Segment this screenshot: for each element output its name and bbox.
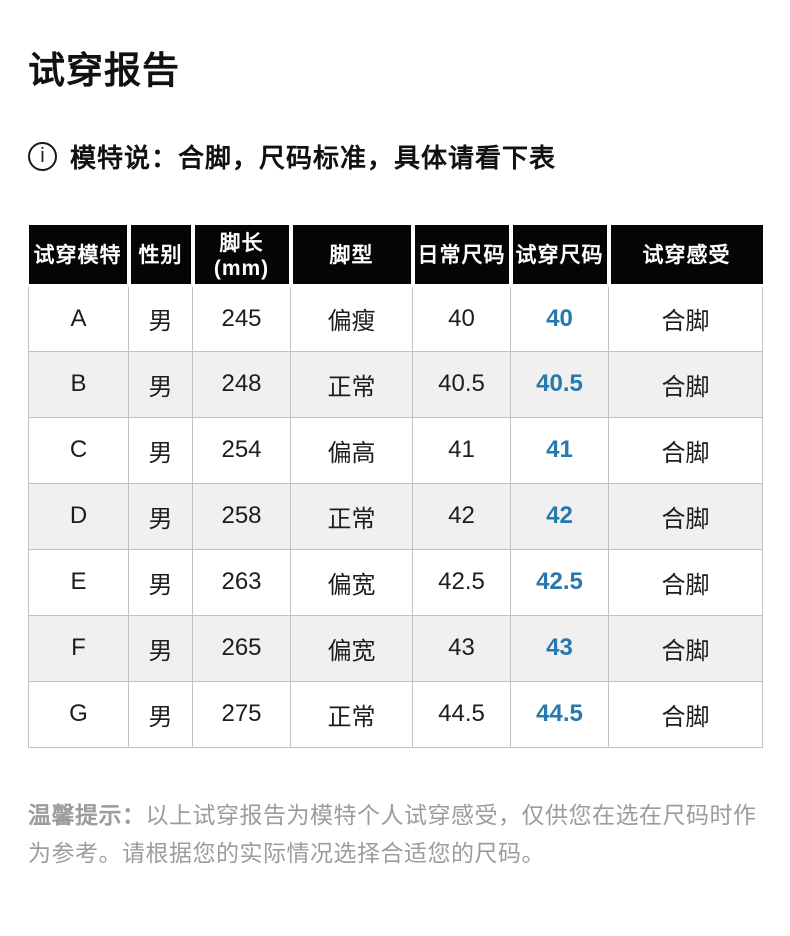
cell-model: G bbox=[28, 680, 129, 748]
cell-feel: 合脚 bbox=[608, 680, 763, 748]
cell-feel: 合脚 bbox=[608, 350, 763, 418]
table-row: F 男 265 偏宽 43 43 合脚 bbox=[28, 614, 763, 682]
column-header-foot-type: 脚型 bbox=[288, 225, 413, 287]
table-row: B 男 248 正常 40.5 40.5 合脚 bbox=[28, 350, 763, 418]
cell-model: E bbox=[28, 548, 129, 616]
cell-tried-size: 42 bbox=[510, 482, 609, 550]
table-row: D 男 258 正常 42 42 合脚 bbox=[28, 482, 763, 550]
cell-feel: 合脚 bbox=[608, 482, 763, 550]
cell-gender: 男 bbox=[128, 548, 193, 616]
cell-foot-length: 265 bbox=[192, 614, 291, 682]
cell-foot-type: 偏瘦 bbox=[290, 284, 413, 352]
cell-foot-type: 偏宽 bbox=[290, 548, 413, 616]
table-row: C 男 254 偏高 41 41 合脚 bbox=[28, 416, 763, 484]
cell-tried-size: 43 bbox=[510, 614, 609, 682]
cell-foot-length: 263 bbox=[192, 548, 291, 616]
column-header-daily-size: 日常尺码 bbox=[410, 225, 511, 287]
table-header-row: 试穿模特 性别 脚长(mm) 脚型 日常尺码 试穿尺码 试穿感受 bbox=[28, 225, 763, 287]
column-header-tried-size: 试穿尺码 bbox=[508, 225, 609, 287]
fitting-report-table: 试穿模特 性别 脚长(mm) 脚型 日常尺码 试穿尺码 试穿感受 A 男 245… bbox=[28, 225, 763, 748]
cell-feel: 合脚 bbox=[608, 416, 763, 484]
column-header-foot-length: 脚长(mm) bbox=[190, 225, 291, 287]
cell-daily-size: 40 bbox=[412, 284, 511, 352]
cell-foot-length: 248 bbox=[192, 350, 291, 418]
cell-model: F bbox=[28, 614, 129, 682]
cell-foot-type: 偏宽 bbox=[290, 614, 413, 682]
cell-daily-size: 41 bbox=[412, 416, 511, 484]
cell-daily-size: 40.5 bbox=[412, 350, 511, 418]
cell-daily-size: 43 bbox=[412, 614, 511, 682]
cell-model: C bbox=[28, 416, 129, 484]
cell-gender: 男 bbox=[128, 350, 193, 418]
column-header-gender: 性别 bbox=[126, 225, 193, 287]
cell-foot-length: 275 bbox=[192, 680, 291, 748]
disclaimer-label: 温馨提示： bbox=[28, 801, 146, 828]
info-icon-glyph: i bbox=[40, 145, 45, 167]
cell-daily-size: 44.5 bbox=[412, 680, 511, 748]
disclaimer-text: 以上试穿报告为模特个人试穿感受，仅供您在选在尺码时作为参考。请根据您的实际情况选… bbox=[28, 801, 757, 866]
cell-tried-size: 44.5 bbox=[510, 680, 609, 748]
cell-model: B bbox=[28, 350, 129, 418]
cell-feel: 合脚 bbox=[608, 284, 763, 352]
cell-gender: 男 bbox=[128, 284, 193, 352]
model-note-row: i 模特说：合脚，尺码标准，具体请看下表 bbox=[28, 138, 762, 175]
cell-daily-size: 42 bbox=[412, 482, 511, 550]
cell-feel: 合脚 bbox=[608, 614, 763, 682]
cell-foot-length: 254 bbox=[192, 416, 291, 484]
disclaimer-note: 温馨提示：以上试穿报告为模特个人试穿感受，仅供您在选在尺码时作为参考。请根据您的… bbox=[28, 796, 758, 872]
cell-foot-type: 正常 bbox=[290, 350, 413, 418]
cell-foot-type: 正常 bbox=[290, 482, 413, 550]
cell-foot-type: 偏高 bbox=[290, 416, 413, 484]
fitting-report-section: 试穿报告 i 模特说：合脚，尺码标准，具体请看下表 试穿模特 性别 脚长(mm)… bbox=[28, 50, 763, 872]
table-row: A 男 245 偏瘦 40 40 合脚 bbox=[28, 284, 763, 352]
cell-foot-length: 258 bbox=[192, 482, 291, 550]
cell-gender: 男 bbox=[128, 482, 193, 550]
model-note-text: 模特说：合脚，尺码标准，具体请看下表 bbox=[70, 143, 557, 173]
cell-tried-size: 40 bbox=[510, 284, 609, 352]
column-header-feel: 试穿感受 bbox=[606, 225, 763, 287]
table-row: G 男 275 正常 44.5 44.5 合脚 bbox=[28, 680, 763, 748]
cell-gender: 男 bbox=[128, 680, 193, 748]
cell-daily-size: 42.5 bbox=[412, 548, 511, 616]
cell-foot-length: 245 bbox=[192, 284, 291, 352]
cell-gender: 男 bbox=[128, 416, 193, 484]
table-row: E 男 263 偏宽 42.5 42.5 合脚 bbox=[28, 548, 763, 616]
cell-feel: 合脚 bbox=[608, 548, 763, 616]
cell-tried-size: 42.5 bbox=[510, 548, 609, 616]
page-title: 试穿报告 bbox=[28, 50, 180, 91]
column-header-model: 试穿模特 bbox=[28, 225, 129, 287]
cell-model: A bbox=[28, 284, 129, 352]
cell-foot-type: 正常 bbox=[290, 680, 413, 748]
cell-model: D bbox=[28, 482, 129, 550]
cell-tried-size: 40.5 bbox=[510, 350, 609, 418]
cell-gender: 男 bbox=[128, 614, 193, 682]
cell-tried-size: 41 bbox=[510, 416, 609, 484]
info-icon: i bbox=[28, 142, 57, 171]
